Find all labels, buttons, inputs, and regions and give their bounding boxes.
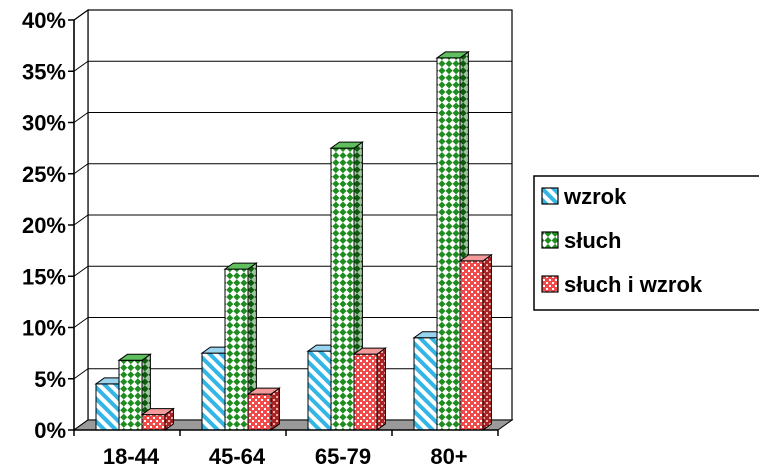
legend-item-słuch-i-wzrok: słuch i wzrok bbox=[541, 272, 703, 297]
bar-front bbox=[247, 393, 272, 431]
y-tick-label: 5% bbox=[34, 367, 66, 392]
y-tick-label: 40% bbox=[22, 8, 66, 33]
legend-swatch bbox=[541, 187, 559, 205]
bar-top bbox=[435, 51, 470, 59]
gridline-side bbox=[73, 112, 89, 123]
legend-label: słuch i wzrok bbox=[564, 272, 703, 297]
legend-item-słuch: słuch bbox=[541, 228, 621, 253]
bar-słuch-45-64 bbox=[223, 262, 258, 431]
y-tick-label: 0% bbox=[34, 418, 66, 443]
bar-front bbox=[224, 268, 249, 431]
bar-top bbox=[458, 254, 493, 262]
gridline-side bbox=[73, 9, 89, 21]
x-tick-label: 80+ bbox=[430, 444, 467, 469]
bar-słuch-i-wzrok-18-44 bbox=[140, 407, 175, 431]
bar-front bbox=[201, 352, 226, 431]
axes bbox=[68, 19, 499, 436]
x-tick-labels: 18-44 45-64 65-79 80+ bbox=[103, 444, 468, 469]
legend-label: wzrok bbox=[563, 184, 627, 209]
bar-top bbox=[140, 408, 175, 416]
bar-top bbox=[246, 387, 281, 395]
x-tick-label: 65-79 bbox=[315, 444, 371, 469]
bar-top bbox=[329, 141, 364, 149]
y-tick-label: 35% bbox=[22, 59, 66, 84]
gridline-side bbox=[73, 214, 89, 226]
bar-front bbox=[95, 383, 120, 431]
y-tick-label: 30% bbox=[22, 111, 66, 136]
legend-swatch bbox=[541, 275, 559, 293]
bar-słuch-i-wzrok-45-64 bbox=[246, 387, 281, 431]
bar-słuch-18-44 bbox=[117, 353, 152, 431]
bar-top bbox=[117, 353, 152, 361]
bar-side bbox=[482, 253, 492, 431]
legend-item-wzrok: wzrok bbox=[541, 184, 627, 209]
y-tick-label: 20% bbox=[22, 213, 66, 238]
bar-front bbox=[330, 147, 355, 431]
x-tick-label: 18-44 bbox=[103, 444, 160, 469]
gridline-side bbox=[73, 163, 89, 175]
bar-front bbox=[353, 353, 378, 431]
bar-słuch-i-wzrok-65-79 bbox=[352, 347, 387, 431]
bar-słuch-i-wzrok-80+ bbox=[458, 253, 493, 431]
y-tick-label: 15% bbox=[22, 264, 66, 289]
legend-swatch bbox=[541, 231, 559, 249]
bar-top bbox=[352, 347, 387, 355]
bars bbox=[94, 50, 493, 431]
bar-front bbox=[118, 359, 143, 431]
gridline-side bbox=[73, 60, 89, 72]
bar-top bbox=[223, 262, 258, 270]
y-tick-label: 25% bbox=[22, 162, 66, 187]
bar-front bbox=[436, 57, 461, 431]
gridline-side bbox=[73, 265, 89, 277]
bar-front bbox=[459, 260, 484, 431]
gridline-side bbox=[73, 368, 89, 380]
gridline-side bbox=[73, 317, 89, 328]
bar-side bbox=[376, 347, 386, 431]
legend-label: słuch bbox=[564, 228, 621, 253]
x-tick-label: 45-64 bbox=[209, 444, 266, 469]
bar-front bbox=[141, 414, 166, 431]
bar-side bbox=[270, 387, 280, 431]
legend: wzrok słuch słuch i wzrok bbox=[533, 175, 759, 311]
y-tick-label: 10% bbox=[22, 316, 66, 341]
legend-box bbox=[533, 175, 759, 311]
bar-front bbox=[413, 337, 438, 431]
y-tick-labels: 0% 5% 10% 15% 20% 25% 30% 35% 40% bbox=[22, 8, 66, 443]
bar-front bbox=[307, 350, 332, 431]
